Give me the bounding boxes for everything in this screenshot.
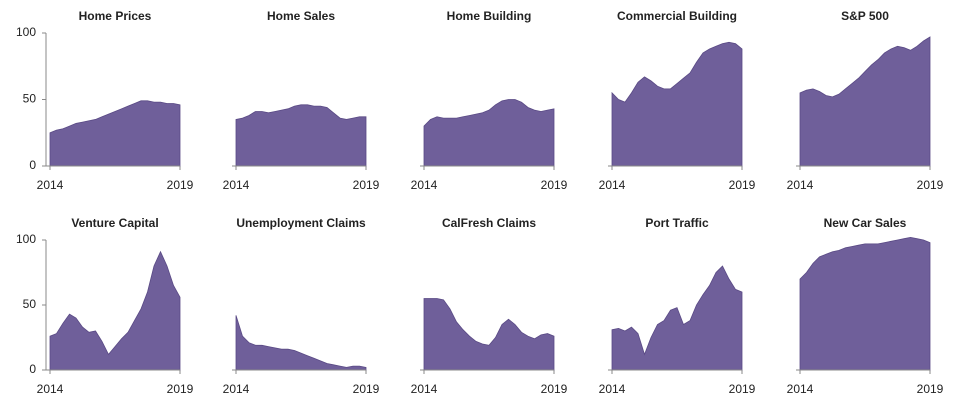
x-tick-label: 2019 xyxy=(917,178,944,192)
chart-title: Home Building xyxy=(447,9,532,23)
x-tick-label: 2019 xyxy=(353,178,380,192)
area xyxy=(799,36,931,167)
area xyxy=(799,236,931,371)
area xyxy=(423,99,555,167)
y-tick-label: 0 xyxy=(29,158,36,172)
x-tick-label: 2019 xyxy=(541,178,568,192)
y-tick-label: 100 xyxy=(16,232,36,246)
y-tick-label: 50 xyxy=(23,92,37,106)
chart-title: CalFresh Claims xyxy=(442,216,536,230)
x-tick-label: 2019 xyxy=(729,382,756,396)
x-tick-label: 2019 xyxy=(167,382,194,396)
x-tick-label: 2014 xyxy=(223,382,250,396)
y-tick-label: 100 xyxy=(16,25,36,39)
chart-title: S&P 500 xyxy=(841,9,889,23)
area xyxy=(423,298,555,371)
x-tick-label: 2019 xyxy=(917,382,944,396)
chart-title: Port Traffic xyxy=(645,216,709,230)
x-tick-label: 2019 xyxy=(353,382,380,396)
area xyxy=(235,315,367,371)
x-tick-label: 2014 xyxy=(599,382,626,396)
chart-title: Home Prices xyxy=(79,9,152,23)
x-tick-label: 2014 xyxy=(37,382,64,396)
chart-title: Commercial Building xyxy=(617,9,737,23)
x-tick-label: 2014 xyxy=(37,178,64,192)
x-tick-label: 2014 xyxy=(599,178,626,192)
x-tick-label: 2014 xyxy=(411,178,438,192)
area xyxy=(49,100,181,167)
area xyxy=(611,265,743,371)
chart-title: Home Sales xyxy=(267,9,335,23)
x-tick-label: 2014 xyxy=(411,382,438,396)
area xyxy=(235,104,367,167)
y-tick-label: 50 xyxy=(23,297,37,311)
area xyxy=(611,41,743,167)
chart-title: Venture Capital xyxy=(71,216,158,230)
x-tick-label: 2014 xyxy=(787,382,814,396)
area xyxy=(49,250,181,371)
x-tick-label: 2019 xyxy=(541,382,568,396)
y-tick-label: 0 xyxy=(29,362,36,376)
chart-title: New Car Sales xyxy=(824,216,907,230)
x-tick-label: 2019 xyxy=(167,178,194,192)
x-tick-label: 2014 xyxy=(223,178,250,192)
x-tick-label: 2019 xyxy=(729,178,756,192)
x-tick-label: 2014 xyxy=(787,178,814,192)
chart-title: Unemployment Claims xyxy=(236,216,366,230)
